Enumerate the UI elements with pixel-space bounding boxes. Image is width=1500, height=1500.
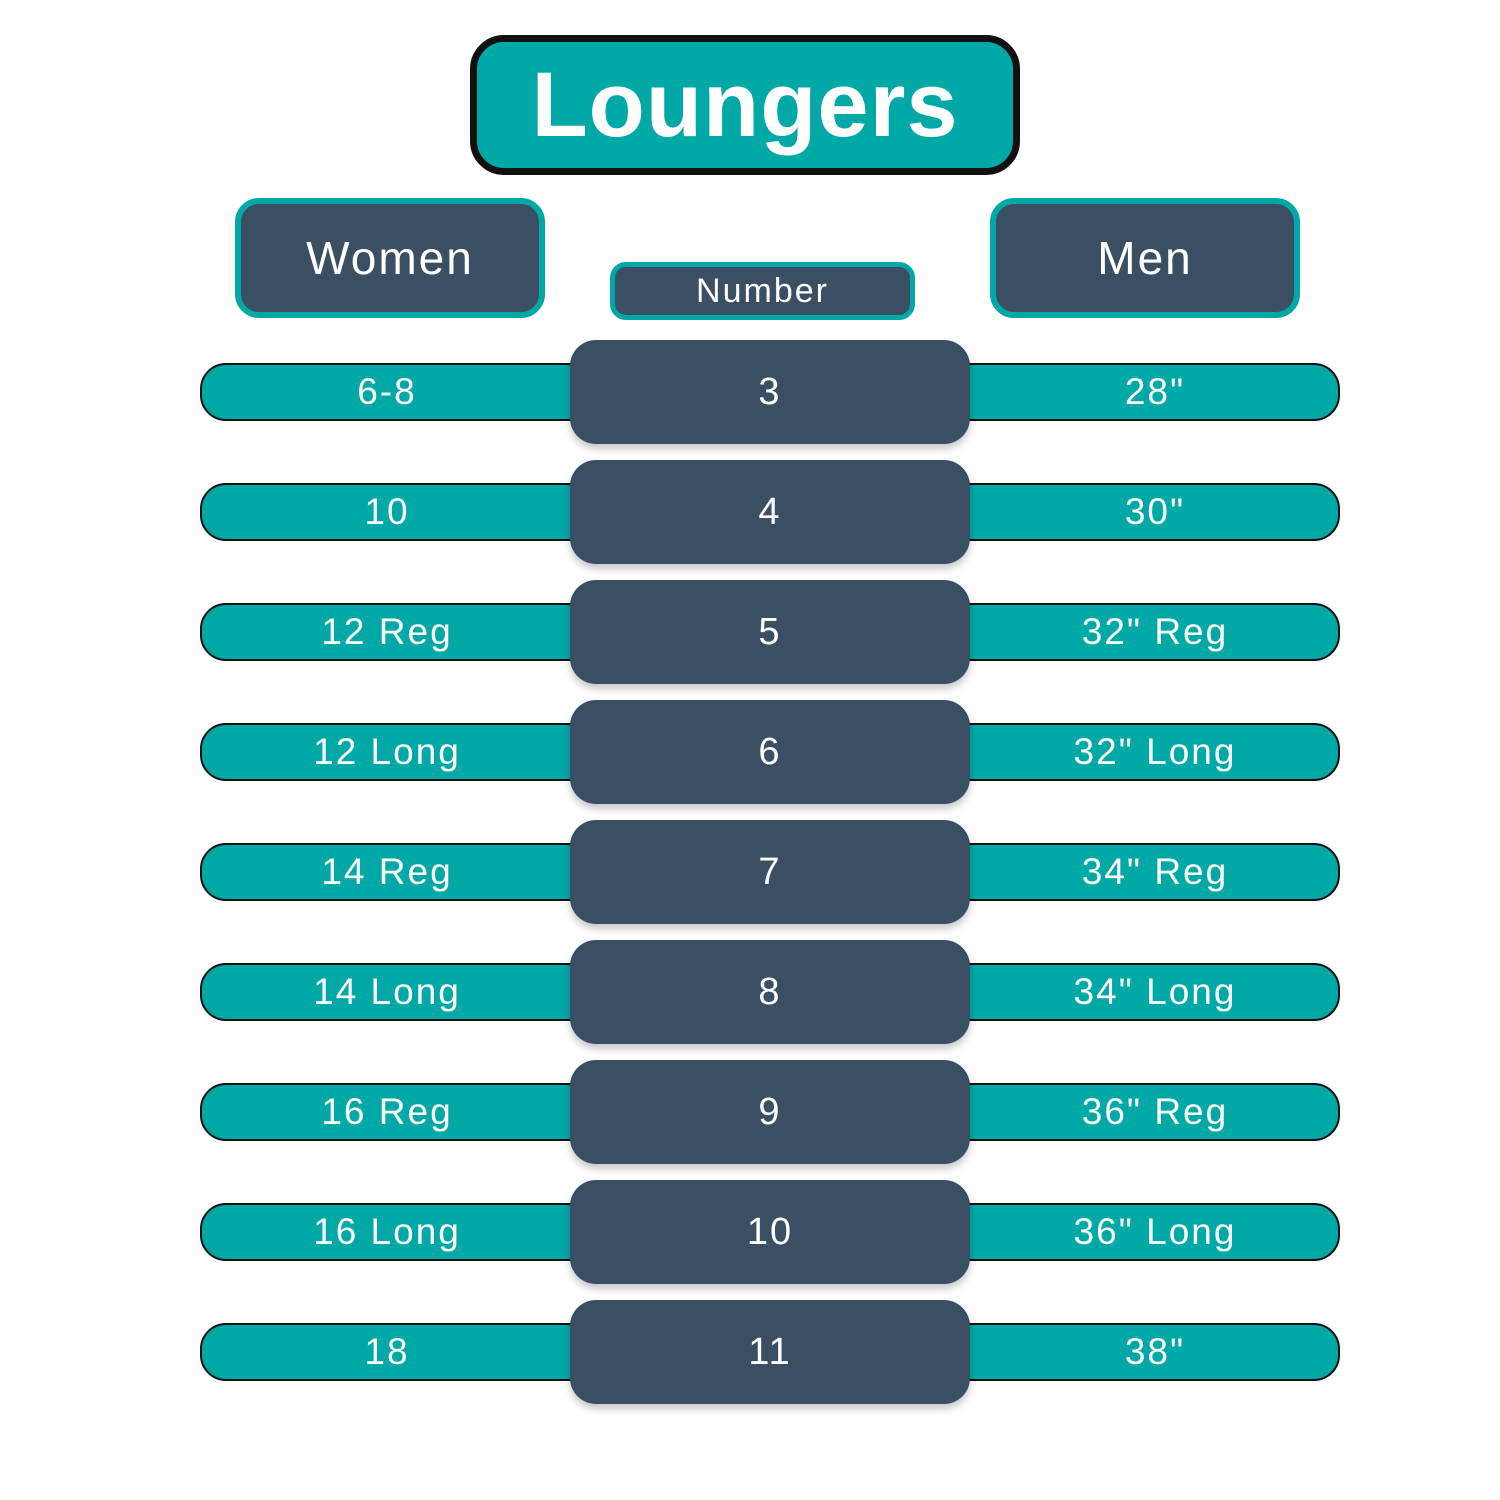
women-size-value: 18 <box>364 1331 410 1372</box>
men-size-value: 34" Long <box>1073 971 1237 1012</box>
chart-title: Loungers <box>470 35 1020 175</box>
men-size-value: 30" <box>1124 491 1186 532</box>
men-size-value: 28" <box>1124 371 1186 412</box>
number-value: 10 <box>746 1210 794 1253</box>
table-row: 12 Long 32" Long 6 <box>200 700 1340 804</box>
column-header-number-label: Number <box>696 271 829 310</box>
men-size-value: 34" Reg <box>1081 851 1229 892</box>
number-badge: 11 <box>570 1300 970 1404</box>
table-row: 16 Long 36" Long 10 <box>200 1180 1340 1284</box>
number-value: 8 <box>758 970 782 1013</box>
women-size-value: 16 Reg <box>321 1091 453 1132</box>
number-badge: 5 <box>570 580 970 684</box>
number-badge: 9 <box>570 1060 970 1164</box>
number-value: 3 <box>758 370 782 413</box>
table-row: 14 Reg 34" Reg 7 <box>200 820 1340 924</box>
column-header-men-label: Men <box>1097 232 1193 284</box>
number-badge: 8 <box>570 940 970 1044</box>
table-row: 18 38" 11 <box>200 1300 1340 1404</box>
women-size-value: 12 Reg <box>321 611 453 652</box>
table-row: 16 Reg 36" Reg 9 <box>200 1060 1340 1164</box>
number-badge: 6 <box>570 700 970 804</box>
men-size-value: 32" Long <box>1073 731 1237 772</box>
number-value: 11 <box>748 1330 792 1373</box>
number-badge: 7 <box>570 820 970 924</box>
column-header-women: Women <box>235 198 545 318</box>
column-header-men: Men <box>990 198 1300 318</box>
row-bar: 16 Long 36" Long <box>200 1203 1340 1261</box>
men-size-value: 36" Long <box>1073 1211 1237 1252</box>
chart-title-text: Loungers <box>531 53 959 156</box>
column-header-number: Number <box>610 262 915 320</box>
women-size-value: 12 Long <box>313 731 461 772</box>
number-badge: 4 <box>570 460 970 564</box>
number-badge: 3 <box>570 340 970 444</box>
number-value: 6 <box>758 730 782 773</box>
women-size-value: 10 <box>364 491 410 532</box>
number-value: 4 <box>758 490 782 533</box>
men-size-value: 38" <box>1124 1331 1186 1372</box>
number-value: 7 <box>758 850 782 893</box>
number-value: 5 <box>758 610 782 653</box>
women-size-value: 14 Long <box>313 971 461 1012</box>
men-size-value: 36" Reg <box>1081 1091 1229 1132</box>
number-value: 9 <box>758 1090 782 1133</box>
table-row: 14 Long 34" Long 8 <box>200 940 1340 1044</box>
men-size-value: 32" Reg <box>1081 611 1229 652</box>
women-size-value: 14 Reg <box>321 851 453 892</box>
table-row: 10 30" 4 <box>200 460 1340 564</box>
column-header-women-label: Women <box>306 232 474 284</box>
table-row: 6-8 28" 3 <box>200 340 1340 444</box>
table-row: 12 Reg 32" Reg 5 <box>200 580 1340 684</box>
women-size-value: 6-8 <box>357 371 417 412</box>
women-size-value: 16 Long <box>313 1211 461 1252</box>
size-rows: 6-8 28" 3 10 30" 4 12 Reg 32" Reg <box>200 340 1340 1420</box>
number-badge: 10 <box>570 1180 970 1284</box>
